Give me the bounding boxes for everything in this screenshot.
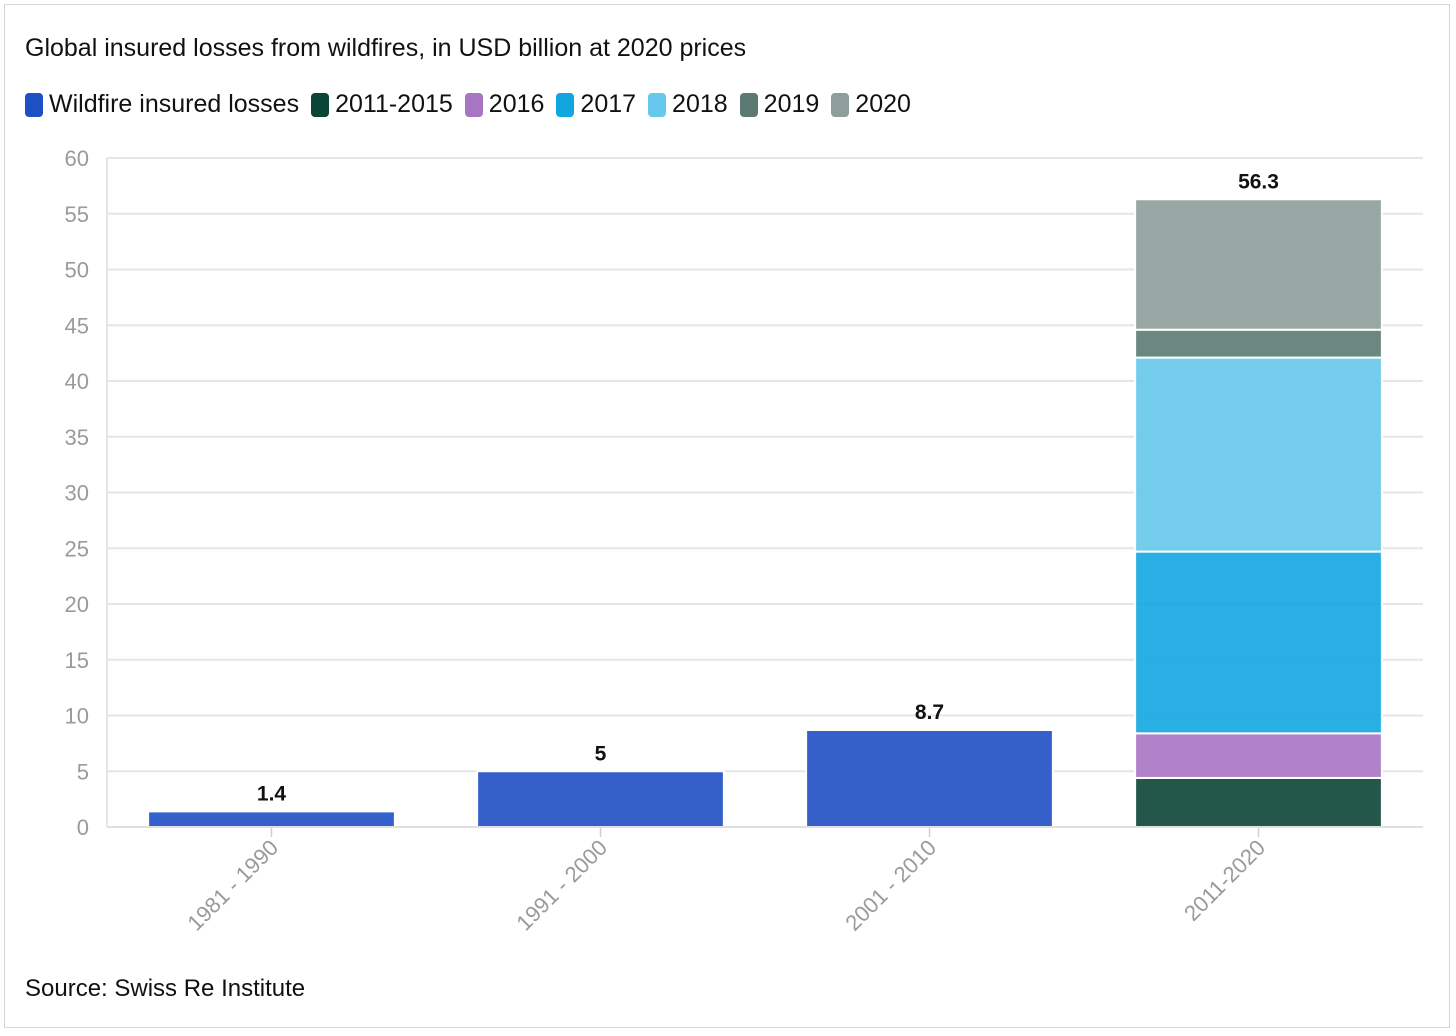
legend-label: 2017: [580, 90, 637, 118]
legend-swatch: [739, 92, 758, 117]
bar-segment: [805, 728, 1054, 828]
y-tick-label: 0: [77, 815, 89, 840]
legend-item: 2018: [648, 90, 728, 119]
x-category-label: 1991 - 2000: [511, 835, 612, 936]
legend-item: 2019: [739, 90, 820, 119]
bar-segment: [147, 810, 396, 829]
y-tick-label: 40: [65, 369, 89, 394]
y-tick-label: 20: [65, 592, 89, 617]
bar-segment: [1134, 776, 1383, 829]
legend-swatch: [311, 92, 330, 117]
legend-label: Wildfire insured losses: [49, 90, 300, 118]
legend-swatch: [464, 92, 483, 117]
bar-segment: [1134, 356, 1383, 553]
bar-segment: [1134, 198, 1383, 331]
y-tick-label: 50: [65, 258, 89, 283]
y-tick-label: 15: [65, 648, 89, 673]
bar-segment: [1134, 328, 1383, 359]
x-category-label: 1981 - 1990: [182, 835, 283, 936]
source-note: Source: Swiss Re Institute: [25, 975, 306, 1002]
bar-segment: [1134, 732, 1383, 779]
y-tick-label: 45: [65, 313, 89, 338]
bar-total-label: 5: [595, 742, 607, 765]
y-tick-label: 55: [65, 202, 89, 227]
y-tick-label: 25: [65, 536, 89, 561]
legend-swatch: [25, 92, 43, 117]
y-tick-label: 35: [65, 425, 89, 450]
legend-item: Wildfire insured losses: [25, 90, 299, 119]
bar-total-label: 56.3: [1238, 170, 1279, 193]
legend-swatch: [648, 92, 667, 117]
x-category-label: 2011-2020: [1179, 835, 1270, 926]
legend-item: 2011-2015: [311, 90, 453, 119]
y-tick-label: 10: [65, 704, 89, 729]
bar-total-label: 8.7: [915, 701, 944, 724]
bar-total-label: 1.4: [257, 782, 287, 805]
legend-item: 2017: [556, 90, 636, 119]
x-category-label: 2001 - 2010: [840, 835, 941, 936]
legend-label: 2020: [855, 90, 911, 118]
chart-legend: Wildfire insured losses 2011-2015 2016 2017…: [25, 90, 923, 119]
legend-item: 2020: [831, 90, 911, 119]
chart-title: Global insured losses from wildfires, in…: [25, 34, 747, 62]
y-tick-label: 30: [65, 481, 89, 506]
legend-item: 2016: [464, 90, 545, 119]
legend-swatch: [831, 92, 850, 117]
legend-swatch: [556, 92, 575, 117]
bar-segment: [476, 770, 725, 828]
legend-label: 2016: [488, 90, 545, 118]
legend-label: 2018: [672, 90, 728, 118]
legend-label: 2019: [763, 90, 820, 118]
bar-segment: [1134, 550, 1383, 735]
legend-label: 2011-2015: [335, 90, 453, 118]
y-tick-label: 5: [77, 759, 89, 784]
y-tick-label: 60: [65, 146, 89, 171]
